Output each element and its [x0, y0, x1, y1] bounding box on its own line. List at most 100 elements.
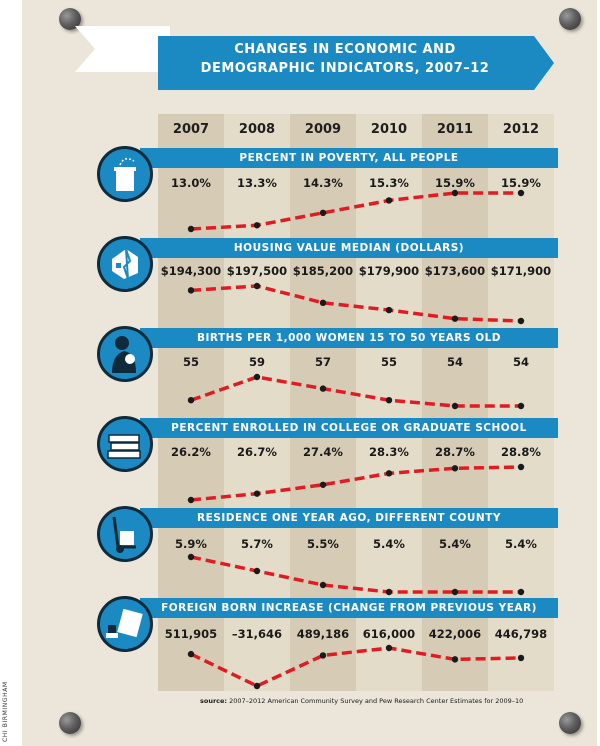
series-line-5: [190, 555, 521, 594]
data-point-6-2012: [517, 654, 525, 662]
mother-baby-icon: [97, 326, 153, 382]
data-label-3-2009: 57: [314, 355, 331, 369]
data-label-2-2009: $185,200: [292, 264, 354, 278]
data-point-1-2010: [385, 197, 393, 204]
x-tick-2007: 2007: [172, 122, 210, 137]
series-banner-5: RESIDENCE ONE YEAR AGO, DIFFERENT COUNTY: [140, 508, 558, 528]
data-label-1-2012: 15.9%: [501, 176, 541, 190]
trash-can-icon: [97, 146, 153, 202]
data-point-5-2012: [517, 588, 525, 596]
data-point-4-2010: [385, 470, 393, 477]
chart-title-line-2: DEMOGRAPHIC INDICATORS, 2007–12: [200, 61, 490, 76]
x-tick-2011: 2011: [436, 122, 474, 137]
series-name-6: FOREIGN BORN INCREASE (CHANGE FROM PREVI…: [161, 602, 537, 614]
data-label-2-2012: $171,900: [490, 264, 552, 278]
broken-house-icon: [97, 236, 153, 292]
data-label-5-2009: 5.5%: [307, 537, 339, 551]
data-point-1-2008: [253, 222, 261, 229]
source-label: source:: [200, 697, 228, 705]
data-label-3-2008: 59: [248, 355, 265, 369]
data-point-5-2009: [319, 581, 327, 589]
data-point-4-2007: [187, 496, 195, 504]
series-name-4: PERCENT ENROLLED IN COLLEGE OR GRADUATE …: [171, 422, 527, 434]
data-point-2-2008: [253, 282, 261, 290]
pin-top-left: [59, 8, 81, 30]
data-point-2-2011: [451, 315, 459, 322]
data-label-3-2007: 55: [182, 355, 199, 369]
data-label-1-2011: 15.9%: [435, 176, 475, 190]
x-tick-2012: 2012: [502, 122, 540, 137]
data-label-2-2008: $197,500: [226, 264, 288, 278]
data-label-2-2011: $173,600: [424, 264, 486, 278]
white-flag-ribbon: [75, 26, 170, 72]
data-point-2-2012: [517, 317, 525, 325]
data-label-6-2007: 511,905: [164, 627, 218, 641]
pin-bottom-right: [559, 712, 581, 734]
x-tick-2010: 2010: [370, 122, 408, 137]
data-point-4-2009: [319, 481, 327, 488]
data-point-1-2007: [187, 225, 195, 233]
data-label-3-2010: 55: [380, 355, 397, 369]
data-label-5-2012: 5.4%: [505, 537, 537, 551]
data-label-4-2007: 26.2%: [171, 445, 211, 459]
x-tick-2009: 2009: [304, 122, 342, 137]
series-banner-3: BIRTHS PER 1,000 WOMEN 15 TO 50 YEARS OL…: [140, 328, 558, 348]
data-point-4-2012: [517, 463, 525, 471]
data-point-3-2009: [319, 385, 327, 392]
data-point-5-2007: [187, 553, 195, 561]
series-name-1: PERCENT IN POVERTY, ALL PEOPLE: [239, 152, 459, 164]
series-line-6: [190, 646, 522, 688]
source-text: 2007–2012 American Community Survey and …: [229, 697, 524, 705]
data-label-1-2007: 13.0%: [171, 176, 211, 190]
data-point-1-2009: [319, 209, 327, 217]
data-label-6-2008: –31,646: [231, 627, 283, 641]
chart-title-line-1: CHANGES IN ECONOMIC AND: [234, 42, 456, 57]
data-point-2-2010: [385, 306, 393, 314]
series-banner-2: HOUSING VALUE MEDIAN (DOLLARS): [140, 238, 558, 258]
data-point-6-2010: [385, 644, 393, 652]
column-2008: [224, 114, 290, 691]
data-point-6-2009: [319, 652, 327, 659]
data-point-2-2007: [187, 287, 195, 294]
hand-truck-icon: [97, 506, 153, 562]
data-point-3-2008: [253, 373, 261, 381]
series-name-2: HOUSING VALUE MEDIAN (DOLLARS): [233, 242, 465, 254]
series-line-4: [190, 465, 522, 502]
data-point-3-2010: [385, 397, 393, 404]
series-banner-6: FOREIGN BORN INCREASE (CHANGE FROM PREVI…: [140, 598, 558, 618]
data-point-4-2008: [253, 490, 261, 497]
data-label-5-2008: 5.7%: [241, 537, 273, 551]
data-label-4-2010: 28.3%: [369, 445, 409, 459]
data-point-6-2007: [187, 650, 195, 658]
data-label-1-2010: 15.3%: [369, 176, 409, 190]
pin-bottom-left: [59, 712, 81, 734]
data-point-1-2012: [517, 189, 525, 197]
series-line-3: [190, 375, 521, 408]
data-point-6-2008: [253, 682, 261, 690]
data-point-2-2009: [319, 299, 327, 307]
data-label-5-2007: 5.9%: [175, 537, 207, 551]
passport-stamp-icon: [97, 596, 153, 652]
data-label-6-2009: 489,186: [296, 627, 350, 641]
data-point-4-2011: [451, 465, 459, 472]
data-point-5-2008: [253, 567, 261, 575]
data-point-3-2007: [187, 397, 195, 404]
title-ribbon: [158, 36, 554, 90]
data-label-4-2008: 26.7%: [237, 445, 277, 459]
data-label-3-2011: 54: [446, 355, 463, 369]
chart-title: CHANGES IN ECONOMIC AND DEMOGRAPHIC INDI…: [160, 40, 530, 78]
data-label-3-2012: 54: [512, 355, 529, 369]
data-point-1-2011: [451, 189, 459, 197]
data-point-6-2011: [451, 656, 459, 663]
data-label-2-2010: $179,900: [358, 264, 420, 278]
data-label-6-2012: 446,798: [494, 627, 548, 641]
data-label-2-2007: $194,300: [160, 264, 222, 278]
data-label-4-2009: 27.4%: [303, 445, 343, 459]
series-line-2: [190, 284, 522, 323]
series-line-1: [190, 191, 521, 231]
data-label-4-2012: 28.8%: [501, 445, 541, 459]
series-name-5: RESIDENCE ONE YEAR AGO, DIFFERENT COUNTY: [197, 512, 501, 524]
data-point-5-2010: [385, 588, 393, 596]
data-label-1-2009: 14.3%: [303, 176, 343, 190]
